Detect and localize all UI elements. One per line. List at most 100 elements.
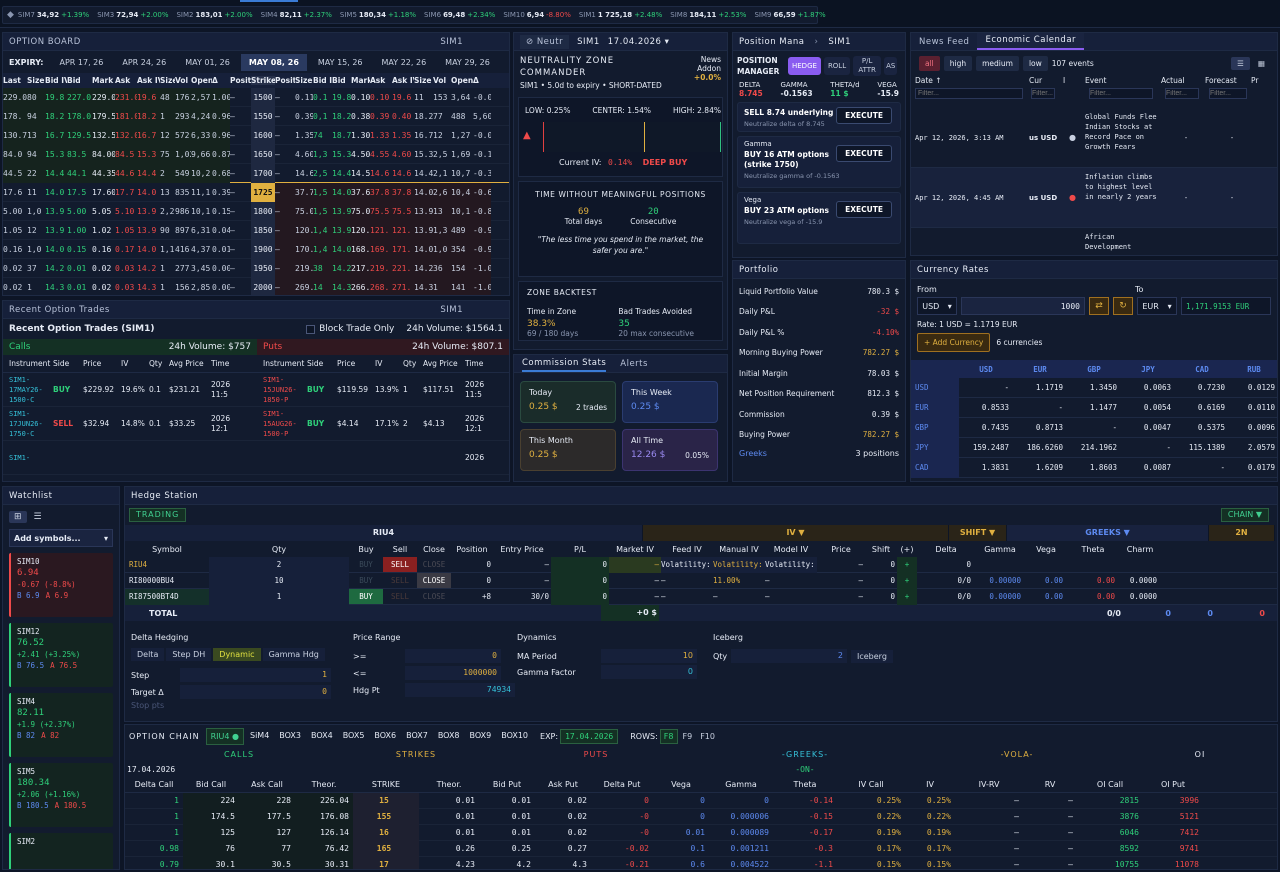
nzc-tab[interactable]: ⊘ Neutr xyxy=(520,34,570,49)
hedge-col-header[interactable]: (+) xyxy=(900,544,914,554)
ob-col-header[interactable]: Ask xyxy=(370,76,386,85)
ob-col-header[interactable]: Last xyxy=(3,76,21,85)
ob-cell[interactable]: 0.17 xyxy=(115,244,135,254)
ticker-item[interactable]: SIM2 183,01 +2.00% xyxy=(176,11,252,19)
ob-row[interactable]: 44.5 22 14.4 44.1 44.35 44.6 14.4 2 549 10,2 0.68–… xyxy=(3,163,509,183)
sell-button[interactable]: SELL xyxy=(390,576,410,585)
chain-cell[interactable]: 0.01 xyxy=(511,827,531,837)
buy-button[interactable]: BUY xyxy=(359,560,373,569)
hedge-maniv[interactable]: 11.00% xyxy=(713,575,741,585)
buy-button[interactable]: BUY xyxy=(349,589,383,604)
trades-col-header[interactable]: IV xyxy=(121,359,129,368)
refresh-icon[interactable]: ↻ xyxy=(1113,297,1133,315)
ob-cell[interactable]: 14.0 xyxy=(332,239,351,259)
pl-attr-button[interactable]: P/L ATTR xyxy=(853,56,882,76)
ob-col-header[interactable]: Mark xyxy=(92,76,114,85)
dh-tab[interactable]: Dynamic xyxy=(213,648,261,661)
dh-tab[interactable]: Gamma Hdg xyxy=(262,648,325,661)
col-imp[interactable]: I xyxy=(1063,76,1066,85)
close-button[interactable]: CLOSE xyxy=(417,573,451,588)
filter-all[interactable]: all xyxy=(919,56,940,71)
filter-low[interactable]: low xyxy=(1022,56,1048,71)
tab-alerts[interactable]: Alerts xyxy=(620,358,648,369)
chain-cell[interactable]: 0.25 xyxy=(511,843,531,853)
calendar-row[interactable]: Apr 12, 2026, 4:45 AM us USD ● Inflation cl… xyxy=(911,168,1277,228)
chain-row[interactable]: 0.98 76 77 76.42 165 0.26 0.25 0.27 -0.02 0.1 0.00… xyxy=(125,840,1277,857)
chain-cell[interactable]: 0.02 xyxy=(567,795,587,805)
trade-row[interactable]: SIM1-15JUN26-1850-P BUY $119.59 13.9% 1 $117.… xyxy=(257,373,509,407)
chain-col-header[interactable]: Delta Call xyxy=(134,780,174,789)
filter-date[interactable] xyxy=(915,88,1023,99)
ob-col-header[interactable]: Vol xyxy=(433,76,447,85)
trades-col-header[interactable]: Avg Price xyxy=(423,359,458,368)
chain-col-header[interactable]: OI Put xyxy=(1160,780,1186,789)
ob-col-header[interactable]: Bid IV xyxy=(45,76,67,85)
dh-tab[interactable]: Delta xyxy=(131,648,165,661)
ticker-item[interactable]: SIM1 1 725,18 +2.48% xyxy=(579,11,662,19)
chain-col-header[interactable]: IV xyxy=(926,780,934,789)
ob-col-header[interactable]: Bid xyxy=(332,76,346,85)
hedge-col-header[interactable]: Position xyxy=(456,544,488,554)
ob-col-header[interactable]: Open xyxy=(451,76,473,85)
ob-cell[interactable]: 0.39 xyxy=(370,111,390,121)
chain-tab[interactable]: BOX9 xyxy=(469,730,492,740)
ob-cell[interactable]: 1.33 xyxy=(370,130,390,140)
calendar-row[interactable]: African Development xyxy=(911,228,1277,255)
hedge-col-header[interactable]: Price xyxy=(831,544,851,554)
chain-row[interactable]: 1 224 228 226.04 15 0.01 0.01 0.02 0 0 0 -0.14 0.25%… xyxy=(125,792,1277,809)
execute-button[interactable]: EXECUTE xyxy=(836,107,892,124)
ob-cell[interactable]: 129.5 xyxy=(67,125,92,145)
ob-cell[interactable]: 0.15 xyxy=(67,244,87,254)
ob-row[interactable]: 130.7 13 16.7 129.5 132.5 132.0 16.7 12 572 6,33 0… xyxy=(3,125,509,145)
filter-actual[interactable] xyxy=(1165,88,1199,99)
sell-button[interactable]: SELL xyxy=(383,557,417,572)
option-board-symbol[interactable]: SIM1 xyxy=(440,36,463,47)
ob-col-header[interactable]: Size xyxy=(295,76,313,85)
trades-col-header[interactable]: Qty xyxy=(149,359,163,368)
trade-row[interactable]: SIM1- xyxy=(3,441,257,475)
ob-cell[interactable]: 37.8 xyxy=(370,182,392,202)
chain-col-header[interactable]: Bid Put xyxy=(492,780,522,789)
watchlist-item[interactable]: SIM4 82.11 +1.9 (+2.37%) B 82 A 82 xyxy=(9,693,113,757)
chain-tab[interactable]: BOX6 xyxy=(374,730,397,740)
ice-qty-input[interactable]: 2 xyxy=(731,649,847,663)
chain-col-header[interactable]: RV xyxy=(1044,780,1056,789)
plus-icon[interactable]: + xyxy=(897,572,917,589)
ob-col-header[interactable]: Size xyxy=(160,76,175,85)
trades-col-header[interactable]: Instrument xyxy=(263,359,305,368)
trading-badge[interactable]: TRADING xyxy=(129,508,187,522)
ob-row[interactable]: 0.02 1 14.3 0.01 0.02 0.03 14.3 1 156 2,85 0.00–20… xyxy=(3,277,509,295)
ob-cell[interactable]: 17.5 xyxy=(67,187,87,197)
ob-col-header[interactable]: Position xyxy=(275,76,295,85)
chain-col-header[interactable]: IV-RV xyxy=(978,780,1000,789)
ob-cell[interactable]: 13.9 xyxy=(332,201,351,221)
ob-cell[interactable]: 18.2 xyxy=(332,111,351,121)
ob-row[interactable]: 178. 94 18.2 178.0 179.5 181.0 18.2 1 293 4,24 0.9… xyxy=(3,106,509,126)
filter-high[interactable]: high xyxy=(943,56,973,71)
chain-cell[interactable]: 224 xyxy=(183,792,239,809)
ob-cell[interactable]: 13.9 xyxy=(332,220,351,240)
grid-view-icon[interactable]: ⊞ xyxy=(9,511,27,523)
ob-col-header[interactable]: Strike xyxy=(251,76,275,85)
trade-row[interactable]: 2026 xyxy=(257,441,509,475)
trades-col-header[interactable]: Side xyxy=(307,359,324,368)
ticker-item[interactable]: SIM6 69,48 +2.34% xyxy=(424,11,495,19)
chain-cell[interactable]: 177.5 xyxy=(239,808,295,825)
chain-tab[interactable]: RIU4 ● xyxy=(205,727,244,745)
chain-cell[interactable]: 0.02 xyxy=(567,811,587,821)
trades-col-header[interactable]: Side xyxy=(53,359,70,368)
rows-f8[interactable]: F8 xyxy=(659,728,678,744)
ob-row[interactable]: 84.09415.383.584.0084.515.3751,029,660.8… xyxy=(3,144,509,164)
hedge-col-header[interactable]: Symbol xyxy=(152,544,182,554)
ob-cell[interactable]: 132.0 xyxy=(115,125,137,145)
ticker-item[interactable]: SIM4 82,11 +2.37% xyxy=(261,11,332,19)
hedge-col-header[interactable]: Gamma xyxy=(984,544,1016,554)
list-view-icon[interactable]: ☰ xyxy=(1231,57,1250,70)
chain-cell[interactable]: 228 xyxy=(239,792,295,809)
hedge-row[interactable]: RI80000BU4 10 BUY SELL CLOSE 0–0– –11.00% – –0 +0… xyxy=(125,572,1277,589)
chain-row[interactable]: 0.79 30.1 30.5 30.31 17 4.23 4.2 4.3 -0.21 0.6 0.0… xyxy=(125,856,1277,869)
ob-row[interactable]: 1.05 12 13.9 1.00 1.02 1.05 13.9 90 897 6,31 0.04–… xyxy=(3,220,509,240)
chain-col-header[interactable]: OI Call xyxy=(1096,780,1124,789)
hedge-field-input[interactable]: 74934 xyxy=(405,683,515,697)
hedge-col-header[interactable]: Close xyxy=(423,544,445,554)
